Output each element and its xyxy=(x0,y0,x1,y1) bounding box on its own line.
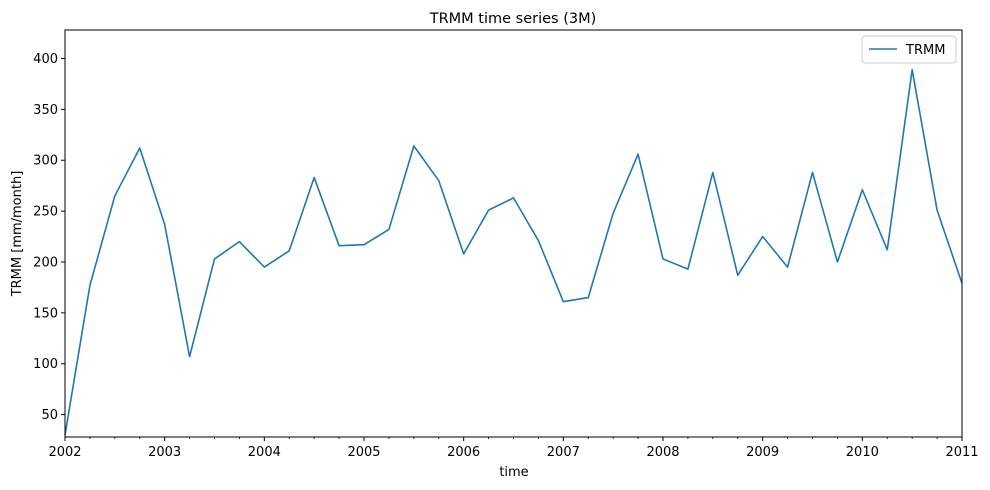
y-tick-label: 200 xyxy=(33,255,58,270)
x-tick-label: 2005 xyxy=(347,445,380,460)
x-tick-label: 2002 xyxy=(48,445,81,460)
plot-area xyxy=(64,68,963,436)
x-tick-label: 2006 xyxy=(447,445,480,460)
x-tick-label: 2009 xyxy=(746,445,779,460)
y-tick-label: 50 xyxy=(41,408,58,423)
x-tick-label: 2008 xyxy=(646,445,679,460)
y-axis: 50 100 150 200 250 300 350 400 xyxy=(33,52,65,423)
legend: TRMM xyxy=(861,35,957,64)
chart-title: TRMM time series (3M) xyxy=(429,11,597,27)
x-tick-label: 2003 xyxy=(148,445,181,460)
series-line-trmm xyxy=(64,68,963,436)
y-tick-label: 250 xyxy=(33,205,58,220)
x-tick-label: 2004 xyxy=(248,445,281,460)
x-axis: 2002 2003 2004 2005 2006 2007 2008 2009 2010 2011 xyxy=(48,437,979,460)
axes-frame xyxy=(64,29,963,438)
x-tick-label: 2011 xyxy=(945,445,978,460)
x-tick-label: 2010 xyxy=(846,445,879,460)
y-tick-label: 400 xyxy=(33,52,58,67)
y-tick-label: 100 xyxy=(33,357,58,372)
x-tick-label: 2007 xyxy=(547,445,580,460)
y-axis-label: TRMM [mm/month] xyxy=(10,171,25,298)
y-tick-label: 150 xyxy=(33,306,58,321)
legend-box xyxy=(861,35,957,64)
legend-label-trmm: TRMM xyxy=(905,43,945,58)
y-tick-label: 350 xyxy=(33,103,58,118)
x-axis-label: time xyxy=(499,465,528,480)
y-tick-label: 300 xyxy=(33,154,58,169)
